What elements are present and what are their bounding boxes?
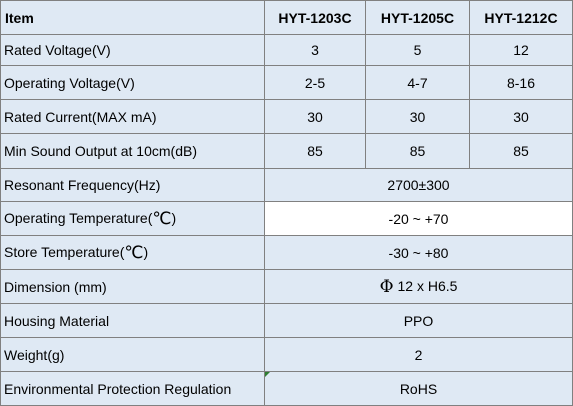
celsius-icon: ℃ [124,242,144,263]
store-temperature-label-text: Store Temperature( [4,243,125,260]
header-model-1205c: HYT-1205C [365,0,470,35]
rated-current-label: Rated Current(MAX mA) [0,99,265,134]
resonant-frequency-label: Resonant Frequency(Hz) [0,168,265,202]
rated-current-1203c: 30 [264,99,366,134]
min-sound-output-1212c: 85 [469,133,573,169]
table-row-rated-voltage: Rated Voltage(V) 3 5 12 [0,34,573,66]
rated-current-1212c: 30 [469,99,573,134]
table-header-row: Item HYT-1203C HYT-1205C HYT-1212C [0,0,573,35]
min-sound-output-1205c: 85 [365,133,470,169]
rated-voltage-1203c: 3 [264,34,366,66]
rated-voltage-label: Rated Voltage(V) [0,34,265,66]
resonant-frequency-value: 2700±300 [264,168,573,202]
store-temperature-value: -30 ~ +80 [264,235,573,270]
store-temperature-label: Store Temperature(℃) [0,235,265,270]
environmental-regulation-label: Environmental Protection Regulation [0,371,265,406]
operating-voltage-label: Operating Voltage(V) [0,65,265,100]
operating-voltage-1205c: 4-7 [365,65,470,100]
housing-material-label: Housing Material [0,303,265,338]
table-row-housing-material: Housing Material PPO [0,303,573,338]
dimension-value: Φ 12 x H6.5 [264,269,573,304]
header-model-1203c: HYT-1203C [264,0,366,35]
weight-label: Weight(g) [0,337,265,372]
celsius-icon: ℃ [152,208,172,229]
store-temperature-label-end: ) [143,243,149,260]
min-sound-output-label: Min Sound Output at 10cm(dB) [0,133,265,169]
operating-voltage-1203c: 2-5 [264,65,366,100]
operating-temperature-label-end: ) [171,209,177,226]
header-item: Item [0,0,265,35]
rated-current-1205c: 30 [365,99,470,134]
operating-temperature-label-text: Operating Temperature( [4,209,153,226]
header-model-1212c: HYT-1212C [469,0,573,35]
table-row-rated-current: Rated Current(MAX mA) 30 30 30 [0,99,573,134]
operating-temperature-value: -20 ~ +70 [264,201,573,236]
table-row-resonant-frequency: Resonant Frequency(Hz) 2700±300 [0,168,573,202]
table-row-min-sound-output: Min Sound Output at 10cm(dB) 85 85 85 [0,133,573,169]
table-row-dimension: Dimension (mm) Φ 12 x H6.5 [0,269,573,304]
dimension-label: Dimension (mm) [0,269,265,304]
rated-voltage-1205c: 5 [365,34,470,66]
min-sound-output-1203c: 85 [264,133,366,169]
table-row-weight: Weight(g) 2 [0,337,573,372]
weight-value: 2 [264,337,573,372]
operating-temperature-label: Operating Temperature(℃) [0,201,265,236]
table-row-operating-voltage: Operating Voltage(V) 2-5 4-7 8-16 [0,65,573,100]
table-row-operating-temperature: Operating Temperature(℃) -20 ~ +70 [0,201,573,236]
dimension-value-text: 12 x H6.5 [397,277,458,294]
table-row-store-temperature: Store Temperature(℃) -30 ~ +80 [0,235,573,270]
diameter-icon: Φ [379,276,394,297]
housing-material-value: PPO [264,303,573,338]
rated-voltage-1212c: 12 [469,34,573,66]
operating-voltage-1212c: 8-16 [469,65,573,100]
table-row-environmental-regulation: Environmental Protection Regulation RoHS [0,371,573,406]
environmental-regulation-value: RoHS [264,371,573,406]
